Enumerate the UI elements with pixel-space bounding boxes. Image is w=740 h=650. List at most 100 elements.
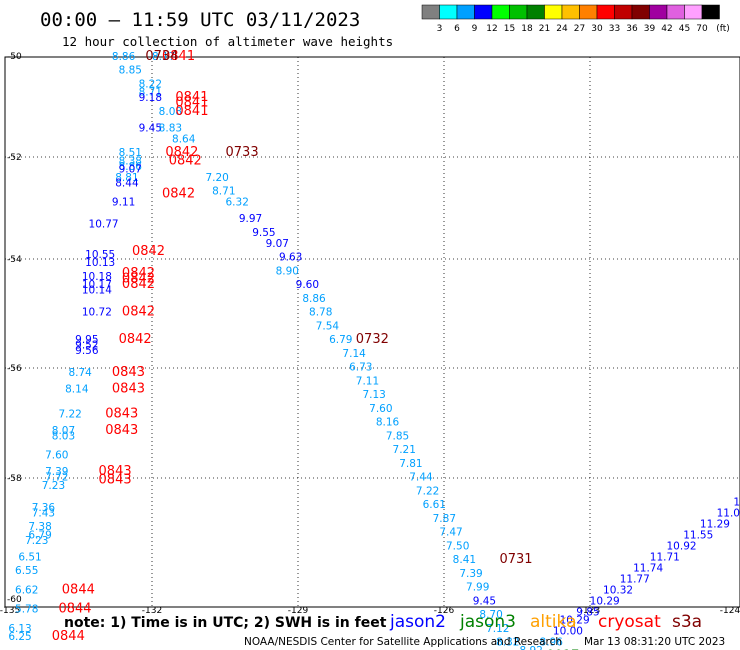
- wave-height-label: 7.11: [356, 375, 379, 387]
- wave-height-label: 8.90: [276, 265, 299, 277]
- y-tick-label: -52: [7, 153, 22, 163]
- wave-height-label: 6.25: [8, 631, 31, 643]
- x-tick-label: -129: [288, 606, 309, 616]
- colorbar-label: 27: [574, 24, 585, 34]
- colorbar-swatch: [631, 4, 650, 20]
- pass-time-label: 0843: [112, 365, 145, 380]
- wave-height-label: 7.44: [409, 472, 433, 484]
- colorbar-swatch: [701, 4, 720, 20]
- wave-height-label: 7.50: [446, 540, 469, 552]
- colorbar-label: 30: [591, 24, 603, 34]
- colorbar-swatch: [456, 4, 475, 20]
- colorbar-label: 45: [679, 24, 690, 34]
- y-tick-label: -60: [7, 595, 22, 605]
- wave-height-label: 8.86: [112, 51, 136, 63]
- pass-time-label: 0844: [58, 602, 91, 617]
- y-tick-label: -58: [7, 474, 22, 484]
- y-tick-label: -56: [7, 364, 22, 374]
- wave-height-label: 9.45: [139, 122, 162, 134]
- pass-time-label: 0017: [546, 648, 579, 650]
- pass-time-label: 0842: [122, 266, 155, 281]
- wave-height-label: 9.07: [119, 164, 142, 176]
- axis-ticks: -135 -132 -129 -126 -123 -124 -50 -52 -54 -56 -58 -…: [0, 52, 740, 616]
- wave-height-label: 9.07: [266, 238, 289, 250]
- wave-height-label: 9.60: [296, 279, 319, 291]
- wave-height-label: 7.47: [439, 527, 462, 539]
- wave-height-label: 7.54: [316, 320, 340, 332]
- pass-time-label: 0842: [122, 305, 155, 320]
- wave-height-label: 8.96: [540, 637, 564, 649]
- wave-height-label: 6.61: [423, 499, 446, 511]
- wave-height-label: 6.32: [226, 197, 249, 209]
- data-labels: 8.86 8.178.858.228.719.188.089.458.838.64…: [8, 49, 740, 650]
- satellite-legend-altika: altika: [530, 612, 577, 632]
- y-tick-label: -54: [7, 255, 22, 265]
- wave-height-label: 6.55: [15, 565, 38, 577]
- pass-time-label: 0843: [105, 406, 138, 421]
- colorbar-swatch: [526, 4, 545, 20]
- colorbar-swatch: [509, 4, 528, 20]
- pass-time-label: 0841: [175, 90, 208, 105]
- wave-height-label: 7.22: [58, 408, 81, 420]
- pass-time-label: 0732: [356, 332, 389, 347]
- wave-height-label: 8.08: [159, 106, 182, 118]
- wave-height-label: 9.97: [239, 213, 262, 225]
- x-tick-label: -126: [434, 606, 455, 616]
- pass-time-label: 0843: [99, 464, 132, 479]
- wave-height-label: 8.41: [453, 554, 476, 566]
- pass-time-label: 0734: [145, 49, 178, 64]
- wave-height-label: 9.63: [279, 252, 302, 264]
- wave-height-label: 7.60: [369, 403, 392, 415]
- wave-height-label: 7.23: [42, 480, 65, 492]
- footer-credit: NOAA/NESDIS Center for Satellite Applica…: [244, 636, 562, 648]
- colorbar-swatch: [579, 4, 598, 20]
- wave-height-label: 8.14: [65, 384, 89, 396]
- plot-area: -135 -132 -129 -126 -123 -124 -50 -52 -54 -56 -58 -…: [0, 49, 740, 650]
- colorbar-legend: 3 6 9 12 15 18 21 24 27 30 33 36 39 42 45 70 (ft): [421, 4, 730, 34]
- footer-timestamp: Mar 13 08:31:20 UTC 2023: [584, 636, 725, 648]
- colorbar-swatch: [561, 4, 580, 20]
- wave-height-label: 10.37: [733, 496, 740, 508]
- satellite-legend-cryosat: cryosat: [598, 612, 661, 632]
- wave-height-label: 8.03: [52, 430, 75, 442]
- wave-height-label: 10.18: [82, 271, 112, 283]
- colorbar-label: 39: [644, 24, 656, 34]
- colorbar-swatch: [614, 4, 633, 20]
- wave-height-label: 7.99: [466, 582, 489, 594]
- wave-height-label: 8.71: [212, 186, 235, 198]
- satellite-legend-jason3: jason3: [459, 612, 516, 632]
- wave-height-label: 8.83: [159, 122, 182, 134]
- wave-height-label: 6.13: [8, 623, 31, 635]
- y-tick-label: -50: [7, 52, 22, 62]
- colorbar-label: 9: [472, 24, 478, 34]
- colorbar-label: 6: [454, 24, 460, 34]
- wave-height-label: 7.13: [362, 389, 385, 401]
- wave-height-label: 7.72: [45, 472, 68, 484]
- wave-height-label: 7.21: [393, 444, 416, 456]
- wave-height-label: 11.55: [683, 529, 713, 541]
- wave-height-label: 7.14: [342, 348, 366, 360]
- wave-height-label: 9.45: [473, 595, 496, 607]
- wave-height-label: 8.51: [119, 147, 142, 159]
- pass-time-label: 0842: [119, 332, 152, 347]
- wave-height-label: 10.17: [82, 279, 112, 291]
- pass-time-label: 0843: [99, 472, 132, 487]
- wave-height-label: 7.60: [45, 450, 68, 462]
- wave-height-label: 7.23: [25, 535, 48, 547]
- wave-height-label: 7.36: [32, 502, 56, 514]
- wave-height-label: 10.92: [667, 540, 697, 552]
- satellite-legend-jason2: jason2: [389, 612, 446, 632]
- wave-height-label: 10.55: [85, 249, 115, 261]
- wave-height-label: 6.51: [18, 551, 41, 563]
- wave-height-label: 8.07: [52, 425, 75, 437]
- pass-time-label: 0844: [52, 629, 85, 644]
- wave-height-label: 7.85: [386, 430, 409, 442]
- wave-height-label: 10.29: [590, 595, 620, 607]
- wave-height-label: 11.04: [717, 507, 740, 519]
- plot-frame: [4, 56, 740, 608]
- colorbar-label: 24: [556, 24, 568, 34]
- wave-height-label: 8.74: [68, 367, 92, 379]
- chart-title: 00:00 — 11:59 UTC 03/11/2023: [40, 9, 360, 31]
- pass-time-label: 0733: [226, 145, 259, 160]
